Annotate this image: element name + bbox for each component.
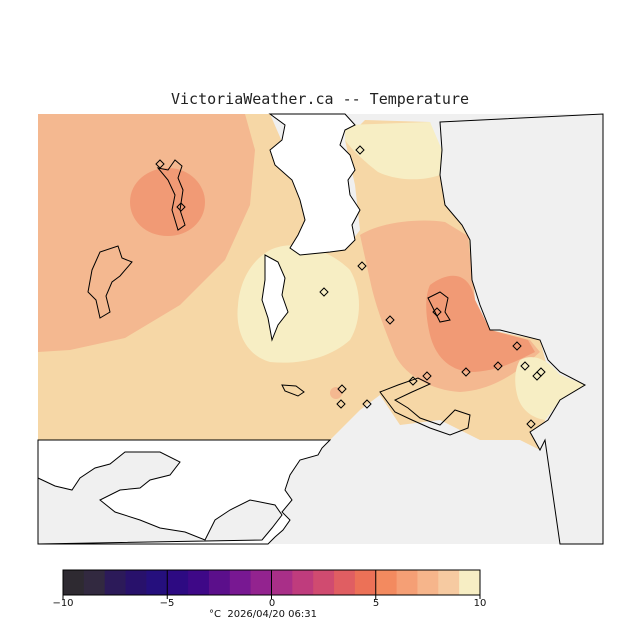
map-timestamp: 2026/04/20 06:31 <box>227 609 317 620</box>
station-marker <box>362 399 372 409</box>
station-marker <box>461 367 471 377</box>
colorbar-swatch <box>125 570 147 595</box>
colorbar-tick-label: 0 <box>268 598 276 609</box>
colorbar-swatch <box>438 570 460 595</box>
colorbar-swatch <box>354 570 377 595</box>
land-south-shore <box>37 451 283 545</box>
station-marker <box>432 307 442 317</box>
colorbar-tick-label: −5 <box>159 598 175 609</box>
colorbar-swatch <box>83 570 106 595</box>
island-east-lake <box>427 291 451 323</box>
colorbar-swatch <box>167 570 189 595</box>
colorbar-swatch <box>271 570 293 595</box>
station-marker <box>536 367 546 377</box>
colorbar-swatch <box>208 570 231 595</box>
colorbar-tick-label: 10 <box>473 598 487 609</box>
station-marker <box>493 361 503 371</box>
colorbar-swatch <box>334 570 356 595</box>
station-marker <box>422 371 432 381</box>
colorbar-tick-label: −10 <box>52 598 74 609</box>
station-marker <box>319 287 329 297</box>
contour-7c-east <box>426 275 535 372</box>
colorbar-swatch <box>459 570 481 595</box>
temperature-unit: °C <box>209 609 221 620</box>
station-marker <box>176 202 186 212</box>
contour-10c-north <box>345 122 442 180</box>
colorbar-swatch <box>417 570 439 595</box>
coastline <box>37 113 604 545</box>
station-marker <box>357 261 367 271</box>
inlet-north <box>261 254 289 342</box>
colorbar-swatch <box>104 570 127 595</box>
water-east-strait <box>439 113 604 545</box>
island-small-sw <box>281 384 305 397</box>
station-marker <box>337 384 347 394</box>
colorbar-swatch <box>292 570 314 595</box>
station-marker <box>355 145 365 155</box>
colorbar-tick-label: 5 <box>372 598 380 609</box>
contour-10c-southeast <box>515 357 585 420</box>
station-marker <box>520 361 530 371</box>
map-title: VictoriaWeather.ca -- Temperature <box>170 90 469 108</box>
contour-8c-west <box>38 114 255 352</box>
colorbar-swatches <box>63 570 481 595</box>
colorbar-swatch <box>313 570 335 595</box>
colorbar-swatch <box>250 570 272 595</box>
temperature-contours <box>38 114 585 450</box>
colorbar-ticks <box>62 570 481 599</box>
station-marker <box>336 399 346 409</box>
station-marker <box>385 315 395 325</box>
map-footer: °C 2026/04/20 06:31 <box>209 609 317 620</box>
contour-7c-west <box>130 168 205 236</box>
station-marker <box>155 159 165 169</box>
station-marker <box>512 341 522 351</box>
colorbar-swatch <box>375 570 398 595</box>
colorbar-swatch <box>229 570 252 595</box>
colorbar-swatch <box>63 570 85 595</box>
colorbar-swatch <box>146 570 168 595</box>
colorbar-swatch <box>396 570 418 595</box>
station-marker <box>408 376 418 386</box>
harbour-islands <box>379 377 471 436</box>
colorbar-swatch <box>188 570 210 595</box>
water-strait-main <box>268 113 361 256</box>
island-west <box>87 245 133 319</box>
station-marker <box>526 419 536 429</box>
weather-stations <box>155 145 546 429</box>
